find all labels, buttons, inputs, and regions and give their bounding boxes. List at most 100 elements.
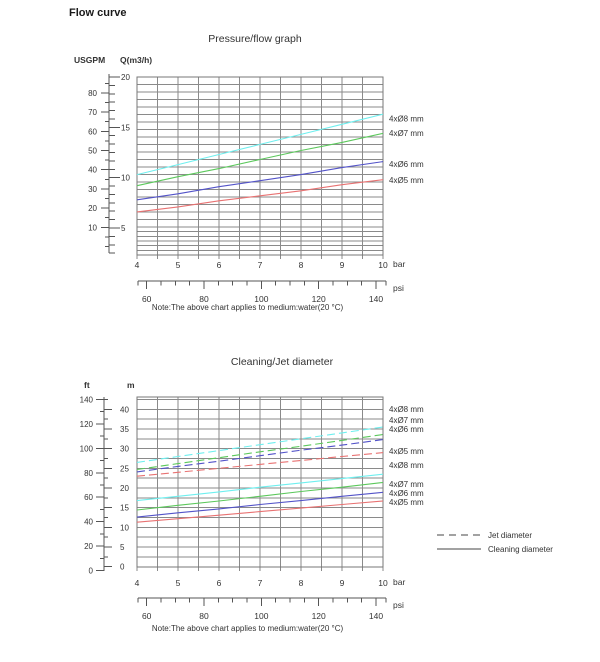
x-bar-tick-label: 10 bbox=[378, 260, 388, 270]
chart2-m-axis-unit: m bbox=[127, 380, 135, 390]
series-line-jet-3 bbox=[136, 452, 384, 477]
chart1-title: Pressure/flow graph bbox=[208, 33, 302, 45]
y2-tick-label: 80 bbox=[84, 469, 93, 478]
x-bar-tick-label: 7 bbox=[258, 578, 263, 588]
y2-tick-label: 10 bbox=[88, 223, 97, 232]
x-bar-tick-label: 5 bbox=[176, 578, 181, 588]
psi-tick-label: 140 bbox=[369, 611, 383, 621]
y-tick-label: 10 bbox=[120, 523, 129, 532]
chart2-ft-axis-unit: ft bbox=[84, 380, 90, 390]
y2-tick-label: 50 bbox=[88, 147, 97, 156]
y2-tick-label: 20 bbox=[88, 204, 97, 213]
series-label: 4xØ7 mm bbox=[389, 480, 424, 489]
x-bar-tick-label: 8 bbox=[299, 260, 304, 270]
series-label: 4xØ6 mm bbox=[389, 160, 424, 169]
x-bar-tick-label: 9 bbox=[340, 578, 345, 588]
series-line-cleaning-7 bbox=[136, 500, 384, 523]
x-bar-tick-label: 8 bbox=[299, 578, 304, 588]
psi-tick-label: 100 bbox=[254, 611, 268, 621]
plot-border bbox=[136, 76, 384, 256]
psi-tick-label: 100 bbox=[254, 294, 268, 304]
y2-tick-label: 40 bbox=[84, 518, 93, 527]
series-label: 4xØ6 mm bbox=[389, 489, 424, 498]
series-line-1 bbox=[136, 132, 384, 187]
y2-tick-label: 70 bbox=[88, 108, 97, 117]
legend-label-cleaning: Cleaning diameter bbox=[488, 544, 553, 554]
psi-tick-label: 60 bbox=[142, 611, 152, 621]
x-bar-tick-label: 10 bbox=[378, 578, 388, 588]
chart1-psi-axis-unit: psi bbox=[393, 283, 404, 293]
legend: Jet diameter Cleaning diameter bbox=[437, 528, 553, 556]
y-tick-label: 10 bbox=[121, 174, 130, 183]
y-tick-label: 35 bbox=[120, 425, 129, 434]
y2-tick-label: 0 bbox=[89, 567, 94, 576]
y-tick-label: 30 bbox=[120, 445, 129, 454]
series-line-0 bbox=[136, 113, 384, 176]
series-label: 4xØ8 mm bbox=[389, 461, 424, 470]
y2-tick-label: 60 bbox=[84, 493, 93, 502]
series-label: 4xØ5 mm bbox=[389, 447, 424, 456]
page-title: Flow curve bbox=[69, 7, 127, 19]
chart1-note: Note:The above chart applies to medium:w… bbox=[151, 303, 344, 312]
y-tick-label: 5 bbox=[121, 224, 126, 233]
y-tick-label: 25 bbox=[120, 464, 129, 473]
x-bar-tick-label: 6 bbox=[217, 260, 222, 270]
chart1-flow-axis-unit: Q(m3/h) bbox=[120, 55, 153, 65]
psi-tick-label: 140 bbox=[369, 294, 383, 304]
y2-tick-label: 100 bbox=[80, 444, 94, 453]
series-line-jet-0 bbox=[136, 426, 384, 463]
legend-entry-jet: Jet diameter bbox=[437, 528, 553, 542]
legend-label-jet: Jet diameter bbox=[488, 530, 533, 540]
y-tick-label: 20 bbox=[120, 484, 129, 493]
x-bar-tick-label: 7 bbox=[258, 260, 263, 270]
chart2-bar-axis-unit: bar bbox=[393, 577, 406, 587]
series-line-cleaning-6 bbox=[136, 491, 384, 518]
psi-tick-label: 80 bbox=[199, 611, 209, 621]
y2-tick-label: 20 bbox=[84, 542, 93, 551]
x-bar-tick-label: 4 bbox=[135, 260, 140, 270]
x-bar-tick-label: 4 bbox=[135, 578, 140, 588]
y-tick-label: 15 bbox=[120, 504, 129, 513]
psi-tick-label: 120 bbox=[312, 294, 326, 304]
y2-tick-label: 80 bbox=[88, 89, 97, 98]
jet-dashed-line-sample bbox=[437, 534, 481, 536]
y-tick-label: 20 bbox=[121, 73, 130, 82]
x-bar-tick-label: 5 bbox=[176, 260, 181, 270]
y2-tick-label: 120 bbox=[80, 420, 94, 429]
series-label: 4xØ5 mm bbox=[389, 176, 424, 185]
y-tick-label: 0 bbox=[120, 563, 125, 572]
chart1-usgpm-axis-unit: USGPM bbox=[74, 55, 106, 65]
y2-tick-label: 140 bbox=[80, 395, 94, 404]
series-label: 4xØ5 mm bbox=[389, 498, 424, 507]
chart2-title: Cleaning/Jet diameter bbox=[230, 356, 334, 368]
series-line-jet-1 bbox=[136, 433, 384, 471]
x-bar-tick-label: 6 bbox=[217, 578, 222, 588]
chart2-note: Note:The above chart applies to medium:w… bbox=[151, 624, 344, 633]
y-tick-label: 15 bbox=[121, 123, 130, 132]
series-line-jet-2 bbox=[136, 439, 384, 473]
psi-tick-label: 80 bbox=[199, 294, 209, 304]
y-tick-label: 5 bbox=[120, 543, 125, 552]
plot-border bbox=[136, 396, 384, 568]
cleaning-solid-line-sample bbox=[437, 548, 481, 550]
psi-tick-label: 60 bbox=[142, 294, 152, 304]
legend-entry-cleaning: Cleaning diameter bbox=[437, 542, 553, 556]
y-tick-label: 40 bbox=[120, 405, 129, 414]
chart1-bar-axis-unit: bar bbox=[393, 259, 406, 269]
series-label: 4xØ8 mm bbox=[389, 115, 424, 124]
series-line-3 bbox=[136, 179, 384, 213]
series-label: 4xØ7 mm bbox=[389, 416, 424, 425]
series-label: 4xØ6 mm bbox=[389, 425, 424, 434]
psi-tick-label: 120 bbox=[312, 611, 326, 621]
series-line-2 bbox=[136, 161, 384, 201]
y2-tick-label: 30 bbox=[88, 185, 97, 194]
chart2-psi-axis-unit: psi bbox=[393, 600, 404, 610]
series-label: 4xØ8 mm bbox=[389, 405, 424, 414]
series-line-cleaning-5 bbox=[136, 481, 384, 511]
series-label: 4xØ7 mm bbox=[389, 129, 424, 138]
y2-tick-label: 40 bbox=[88, 166, 97, 175]
x-bar-tick-label: 9 bbox=[340, 260, 345, 270]
y2-tick-label: 60 bbox=[88, 127, 97, 136]
